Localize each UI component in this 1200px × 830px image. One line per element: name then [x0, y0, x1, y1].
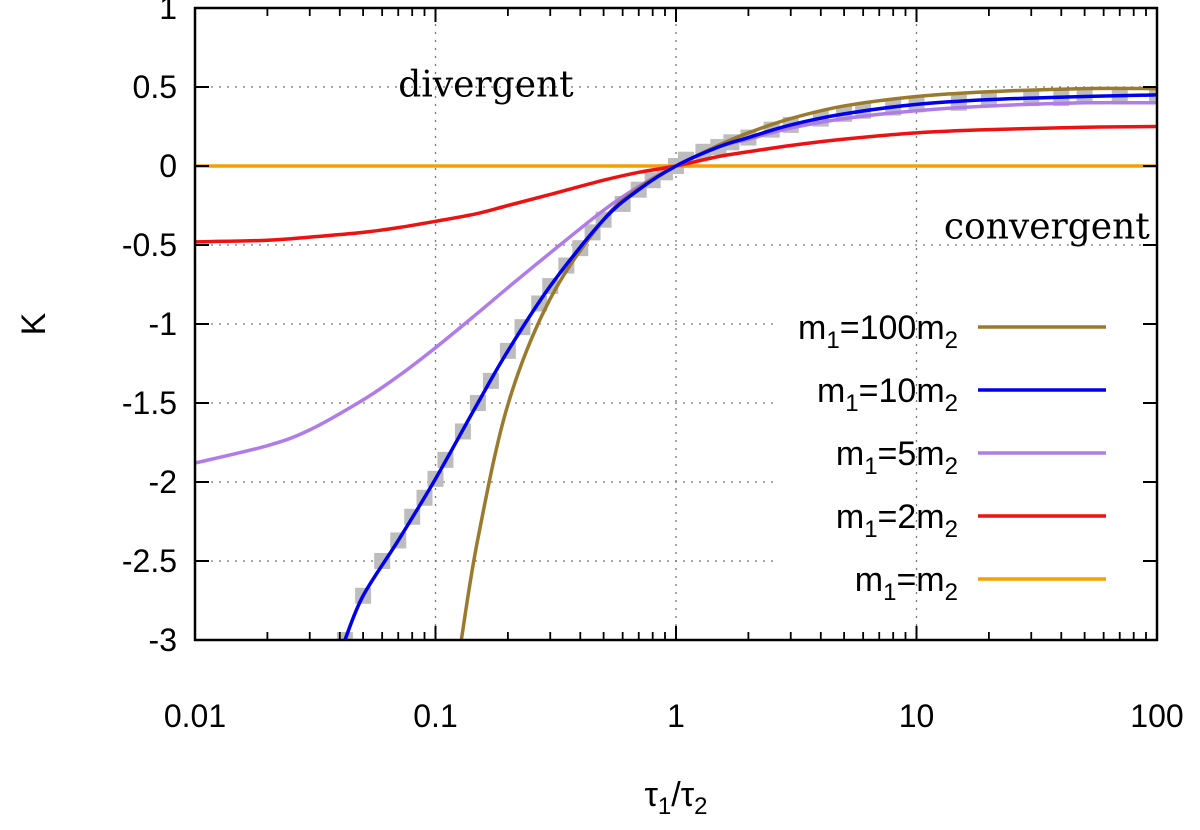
legend-label-sub-2: 2: [945, 453, 958, 480]
series-line-10m: [343, 93, 1157, 640]
legend-label-5m: m1=5m2: [836, 435, 958, 480]
legend-label-sub-2: 2: [945, 327, 958, 354]
legend-label-pre: m: [836, 498, 864, 536]
legend-label-pre: m: [798, 309, 826, 347]
legend-label-mid: =2m: [878, 498, 945, 536]
y-tick-label: -3: [149, 622, 177, 658]
legend-label-mid: =m: [896, 561, 944, 599]
legend-label-m: m1=m2: [855, 561, 958, 606]
legend-label-mid: =100m: [840, 309, 945, 347]
legend-label-sub-1: 1: [864, 453, 877, 480]
legend-label-100m: m1=100m2: [798, 309, 958, 354]
series-line-5m: [195, 100, 1157, 465]
y-tick-label: -1: [149, 306, 177, 342]
y-axis-label: K: [15, 312, 53, 335]
x-tick-label: 0.01: [164, 698, 226, 734]
y-tick-label: 0.5: [133, 69, 177, 105]
x-axis-label-sub-1: 1: [658, 793, 671, 820]
x-axis-label-separator: /τ: [671, 776, 694, 814]
legend-label-mid: =10m: [859, 372, 945, 410]
legend-label-sub-2: 2: [945, 390, 958, 417]
x-tick-label: 1: [667, 698, 685, 734]
legend-label-sub-1: 1: [826, 327, 839, 354]
y-tick-label: -0.5: [122, 227, 177, 263]
legend-label-sub-1: 1: [883, 579, 896, 606]
y-tick-label: 1: [159, 0, 177, 26]
legend-label-mid: =5m: [878, 435, 945, 473]
x-tick-label: 10: [899, 698, 935, 734]
x-tick-label: 0.1: [413, 698, 457, 734]
x-tick-label: 100: [1130, 698, 1183, 734]
y-tick-label: -1.5: [122, 385, 177, 421]
x-axis-label-base-1: τ: [644, 776, 658, 814]
legend-label-2m: m1=2m2: [836, 498, 958, 543]
legend-label-sub-2: 2: [945, 516, 958, 543]
legend-label-pre: m: [836, 435, 864, 473]
x-axis-label-sub-2: 2: [694, 793, 707, 820]
legend-label-sub-2: 2: [945, 579, 958, 606]
legend-label-10m: m1=10m2: [817, 372, 958, 417]
legend-label-sub-1: 1: [845, 390, 858, 417]
annotation-divergent: divergent: [398, 64, 574, 105]
x-axis-label: τ1/τ2: [644, 776, 707, 820]
legend-label-pre: m: [855, 561, 883, 599]
y-tick-label: -2.5: [122, 543, 177, 579]
series-line-2m: [195, 124, 1157, 244]
annotation-convergent: convergent: [944, 207, 1150, 248]
legend-label-sub-1: 1: [864, 516, 877, 543]
y-tick-label: 0: [159, 148, 177, 184]
y-tick-label: -2: [149, 464, 177, 500]
legend-label-pre: m: [817, 372, 845, 410]
